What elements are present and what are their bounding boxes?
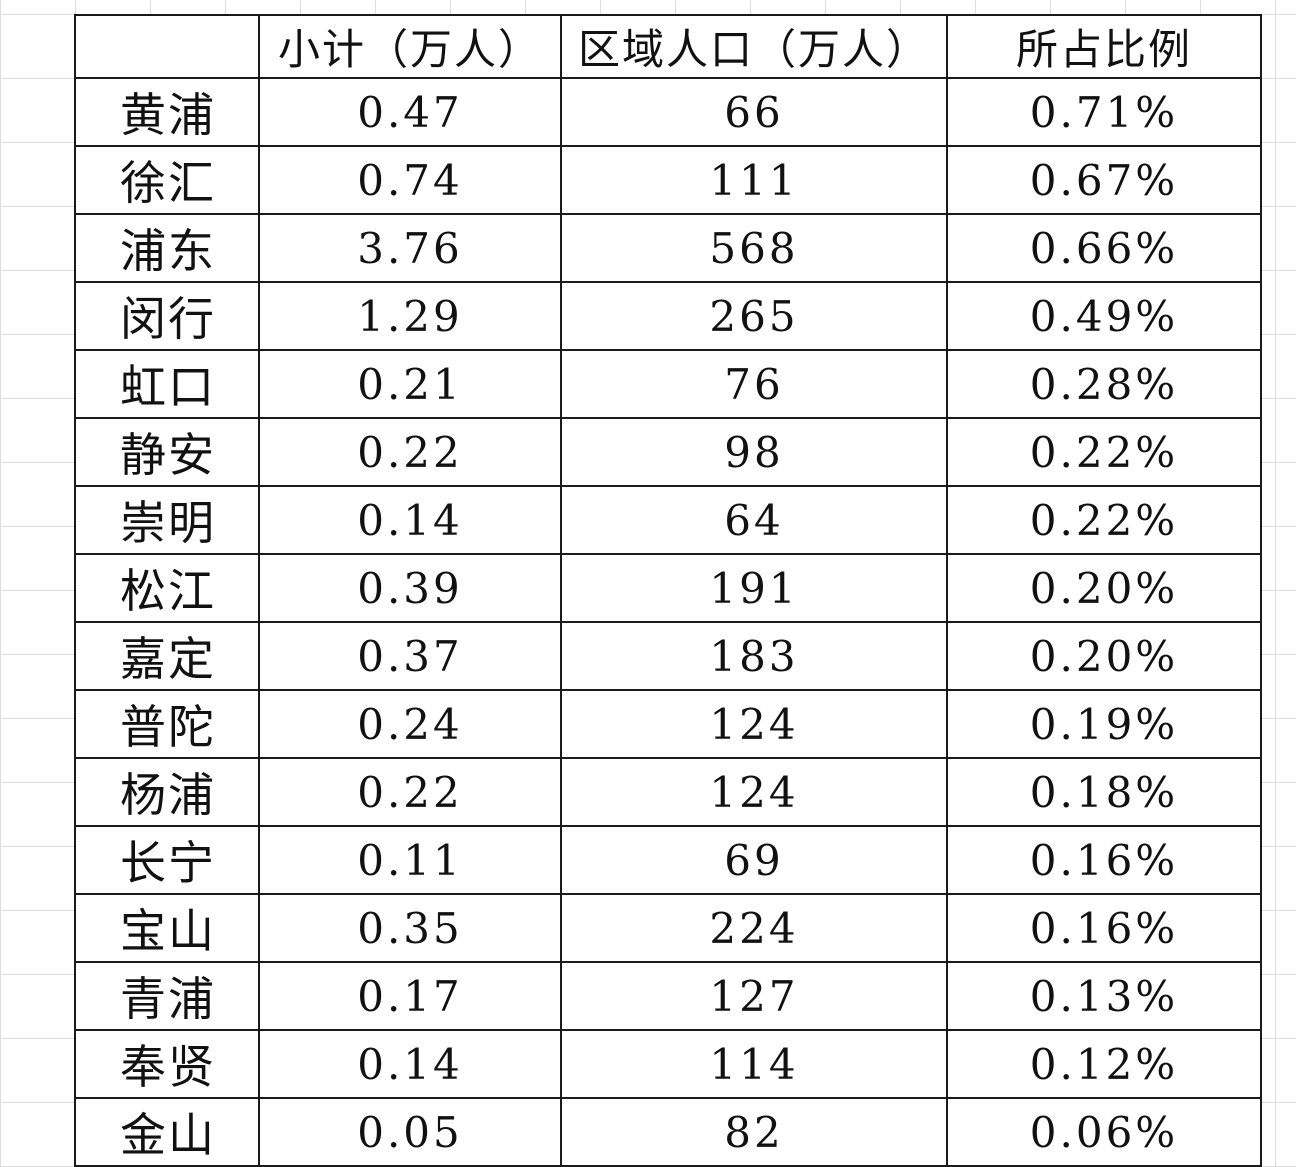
ratio-cell[interactable]: 0.19% (946, 689, 1262, 759)
population-cell[interactable]: 127 (560, 961, 948, 1031)
district-cell[interactable]: 嘉定 (74, 621, 260, 691)
subtotal-cell[interactable]: 0.11 (258, 825, 562, 895)
population-cell[interactable]: 69 (560, 825, 948, 895)
table-row: 徐汇 0.74 111 0.67% (74, 145, 1262, 215)
table-row: 松江 0.39 191 0.20% (74, 553, 1262, 623)
table-row: 宝山 0.35 224 0.16% (74, 893, 1262, 963)
ratio-cell[interactable]: 0.22% (946, 417, 1262, 487)
subtotal-cell[interactable]: 0.14 (258, 485, 562, 555)
population-cell[interactable]: 191 (560, 553, 948, 623)
district-cell[interactable]: 虹口 (74, 349, 260, 419)
ratio-cell[interactable]: 0.28% (946, 349, 1262, 419)
subtotal-cell[interactable]: 0.39 (258, 553, 562, 623)
population-cell[interactable]: 76 (560, 349, 948, 419)
population-cell[interactable]: 224 (560, 893, 948, 963)
subtotal-cell[interactable]: 0.17 (258, 961, 562, 1031)
header-cell-subtotal[interactable]: 小计（万人） (258, 14, 562, 79)
ratio-cell[interactable]: 0.13% (946, 961, 1262, 1031)
header-cell-ratio[interactable]: 所占比例 (946, 14, 1262, 79)
subtotal-cell[interactable]: 0.47 (258, 77, 562, 147)
district-cell[interactable]: 静安 (74, 417, 260, 487)
subtotal-cell[interactable]: 0.35 (258, 893, 562, 963)
ratio-cell[interactable]: 0.66% (946, 213, 1262, 283)
table-row: 崇明 0.14 64 0.22% (74, 485, 1262, 555)
table-row: 闵行 1.29 265 0.49% (74, 281, 1262, 351)
subtotal-cell[interactable]: 0.24 (258, 689, 562, 759)
subtotal-cell[interactable]: 3.76 (258, 213, 562, 283)
table-row: 静安 0.22 98 0.22% (74, 417, 1262, 487)
subtotal-cell[interactable]: 0.22 (258, 417, 562, 487)
district-cell[interactable]: 金山 (74, 1097, 260, 1167)
population-cell[interactable]: 124 (560, 689, 948, 759)
district-cell[interactable]: 黄浦 (74, 77, 260, 147)
population-cell[interactable]: 64 (560, 485, 948, 555)
subtotal-cell[interactable]: 0.14 (258, 1029, 562, 1099)
ratio-cell[interactable]: 0.22% (946, 485, 1262, 555)
data-table: 小计（万人） 区域人口（万人） 所占比例 黄浦 0.47 66 0.71% 徐汇 0.74… (74, 14, 1262, 1167)
population-cell[interactable]: 183 (560, 621, 948, 691)
district-cell[interactable]: 奉贤 (74, 1029, 260, 1099)
table-row: 嘉定 0.37 183 0.20% (74, 621, 1262, 691)
district-cell[interactable]: 松江 (74, 553, 260, 623)
table-row: 普陀 0.24 124 0.19% (74, 689, 1262, 759)
subtotal-cell[interactable]: 0.05 (258, 1097, 562, 1167)
ratio-cell[interactable]: 0.18% (946, 757, 1262, 827)
ratio-cell[interactable]: 0.20% (946, 553, 1262, 623)
district-cell[interactable]: 青浦 (74, 961, 260, 1031)
ratio-cell[interactable]: 0.12% (946, 1029, 1262, 1099)
header-cell-district[interactable] (74, 14, 260, 79)
district-cell[interactable]: 长宁 (74, 825, 260, 895)
ratio-cell[interactable]: 0.16% (946, 825, 1262, 895)
population-cell[interactable]: 568 (560, 213, 948, 283)
ratio-cell[interactable]: 0.16% (946, 893, 1262, 963)
district-cell[interactable]: 杨浦 (74, 757, 260, 827)
population-cell[interactable]: 111 (560, 145, 948, 215)
header-row: 小计（万人） 区域人口（万人） 所占比例 (74, 14, 1262, 79)
district-cell[interactable]: 崇明 (74, 485, 260, 555)
population-cell[interactable]: 265 (560, 281, 948, 351)
ratio-cell[interactable]: 0.71% (946, 77, 1262, 147)
subtotal-cell[interactable]: 1.29 (258, 281, 562, 351)
subtotal-cell[interactable]: 0.22 (258, 757, 562, 827)
subtotal-cell[interactable]: 0.21 (258, 349, 562, 419)
ratio-cell[interactable]: 0.49% (946, 281, 1262, 351)
district-cell[interactable]: 徐汇 (74, 145, 260, 215)
population-cell[interactable]: 66 (560, 77, 948, 147)
table-row: 金山 0.05 82 0.06% (74, 1097, 1262, 1167)
table-row: 虹口 0.21 76 0.28% (74, 349, 1262, 419)
subtotal-cell[interactable]: 0.74 (258, 145, 562, 215)
ratio-cell[interactable]: 0.20% (946, 621, 1262, 691)
population-cell[interactable]: 82 (560, 1097, 948, 1167)
table-row: 奉贤 0.14 114 0.12% (74, 1029, 1262, 1099)
header-cell-population[interactable]: 区域人口（万人） (560, 14, 948, 79)
table-row: 浦东 3.76 568 0.66% (74, 213, 1262, 283)
table-row: 青浦 0.17 127 0.13% (74, 961, 1262, 1031)
district-cell[interactable]: 普陀 (74, 689, 260, 759)
table-row: 杨浦 0.22 124 0.18% (74, 757, 1262, 827)
subtotal-cell[interactable]: 0.37 (258, 621, 562, 691)
table-row: 长宁 0.11 69 0.16% (74, 825, 1262, 895)
table-row: 黄浦 0.47 66 0.71% (74, 77, 1262, 147)
district-cell[interactable]: 浦东 (74, 213, 260, 283)
population-cell[interactable]: 98 (560, 417, 948, 487)
ratio-cell[interactable]: 0.06% (946, 1097, 1262, 1167)
population-cell[interactable]: 124 (560, 757, 948, 827)
population-cell[interactable]: 114 (560, 1029, 948, 1099)
ratio-cell[interactable]: 0.67% (946, 145, 1262, 215)
district-cell[interactable]: 闵行 (74, 281, 260, 351)
district-cell[interactable]: 宝山 (74, 893, 260, 963)
